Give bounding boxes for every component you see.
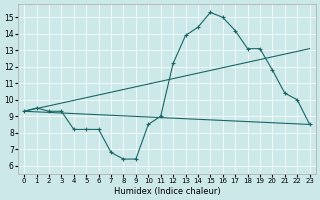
X-axis label: Humidex (Indice chaleur): Humidex (Indice chaleur) xyxy=(114,187,220,196)
